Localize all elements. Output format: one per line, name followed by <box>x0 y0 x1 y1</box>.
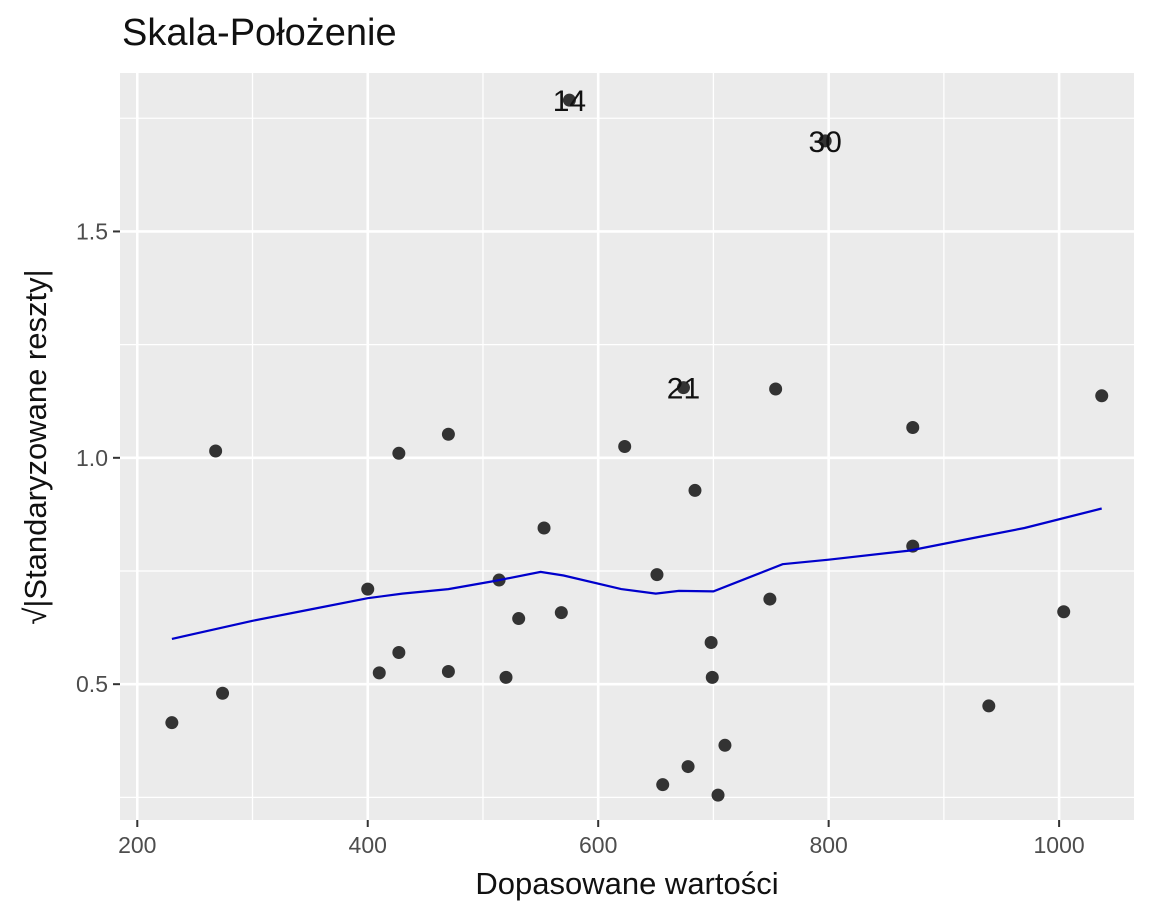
x-tick-label: 200 <box>118 832 156 858</box>
data-point <box>705 670 719 684</box>
data-point <box>537 521 551 535</box>
data-point <box>711 788 725 802</box>
data-point <box>676 381 690 395</box>
data-point <box>392 645 406 659</box>
data-point <box>650 568 664 582</box>
data-point <box>763 592 777 606</box>
data-point <box>718 738 732 752</box>
data-point <box>372 666 386 680</box>
data-point <box>769 382 783 396</box>
x-tick-label: 1000 <box>1034 832 1085 858</box>
data-point <box>982 699 996 713</box>
data-point <box>361 582 375 596</box>
smooth-line <box>171 507 1102 640</box>
data-point <box>906 420 920 434</box>
x-tick-label: 600 <box>579 832 617 858</box>
data-point <box>688 483 702 497</box>
data-point <box>441 665 455 679</box>
data-point <box>554 606 568 620</box>
data-point <box>441 427 455 441</box>
y-tick-label: 1.0 <box>76 445 108 471</box>
data-point <box>656 778 670 792</box>
data-point <box>618 440 632 453</box>
y-tick-label: 1.5 <box>76 218 108 244</box>
x-tick-label: 800 <box>809 832 847 858</box>
x-axis-label: Dopasowane wartości <box>475 866 779 901</box>
data-point <box>562 93 576 107</box>
data-point <box>681 760 695 774</box>
data-point <box>165 716 179 730</box>
data-point <box>818 134 832 148</box>
point-annotation: 30 <box>809 126 842 159</box>
point-annotation: 14 <box>553 85 586 118</box>
x-tick-label: 400 <box>349 832 387 858</box>
point-annotation: 21 <box>667 373 700 406</box>
data-point <box>392 446 406 460</box>
data-point <box>209 444 223 458</box>
y-tick-label: 0.5 <box>76 671 108 697</box>
data-point <box>704 636 718 650</box>
data-point <box>499 670 513 684</box>
data-point <box>216 686 230 700</box>
data-point <box>512 612 526 626</box>
chart-title: Skala-Położenie <box>122 12 397 54</box>
data-point <box>1095 389 1109 403</box>
data-point <box>1057 605 1071 619</box>
